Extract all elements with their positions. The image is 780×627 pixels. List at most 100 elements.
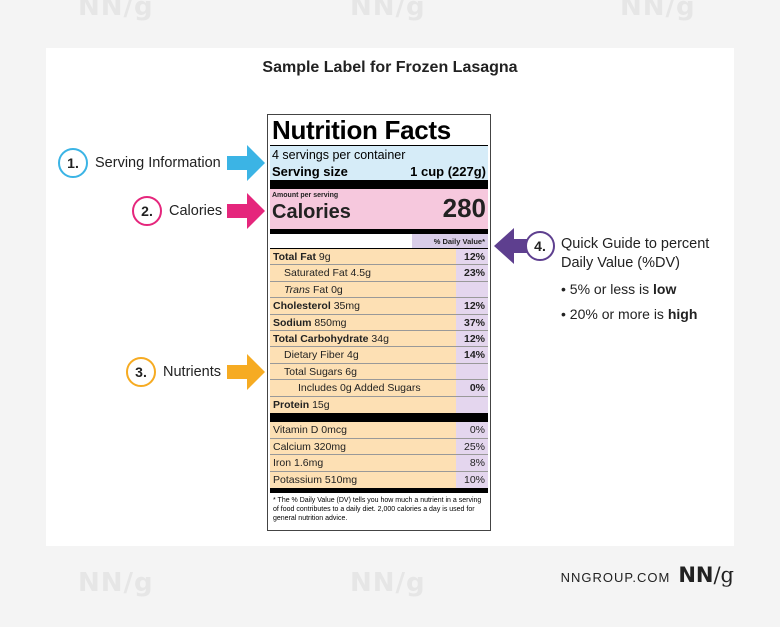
vitamin-row: Calcium 320mg 25% — [270, 438, 488, 456]
nutrient-name: Trans — [284, 283, 311, 296]
callout-calories: 2. Calories — [132, 196, 222, 226]
guide-bullet-bold: low — [653, 281, 677, 297]
nutrient-dv: 12% — [456, 298, 488, 314]
guide-bullet-text: • 20% or more is — [561, 306, 668, 322]
vitamin-name: Calcium 320mg — [273, 440, 346, 453]
vitamin-row: Vitamin D 0mcg 0% — [270, 421, 488, 439]
nngroup-logo: NN/g — [678, 563, 734, 587]
vitamin-name: Vitamin D 0mcg — [273, 423, 347, 436]
amount-per-serving: Amount per serving — [272, 192, 339, 199]
servings-per-container: 4 servings per container — [272, 148, 406, 162]
nutrient-row: Total Carbohydrate 34g 12% — [270, 330, 488, 348]
nutrient-dv: 14% — [456, 347, 488, 363]
nutrient-row: Cholesterol 35mg 12% — [270, 298, 488, 315]
nutrients-section: Total Fat 9g 12% Saturated Fat 4.5g 23% … — [270, 249, 488, 413]
nutrient-amount: 15g — [312, 398, 330, 411]
nutrient-name: Protein — [273, 398, 310, 411]
guide-bullet-text: • 5% or less is — [561, 281, 654, 297]
daily-value-header-row: % Daily Value* — [270, 234, 488, 249]
nutrient-name: Sodium — [273, 316, 312, 329]
callout-number: 1. — [58, 148, 88, 178]
nutrient-amount: 4g — [347, 349, 359, 362]
nutrient-name: Dietary Fiber — [284, 349, 345, 362]
nutrient-name: Total Sugars — [284, 365, 343, 378]
calories-section: Amount per serving Calories 280 — [270, 189, 488, 229]
page-title: Sample Label for Frozen Lasagna — [262, 59, 518, 76]
callout-number: 3. — [126, 357, 156, 387]
nutrient-dv: 0% — [456, 380, 488, 396]
nutrient-amount: 34g — [371, 332, 389, 345]
guide-bullet-bold: high — [667, 306, 698, 322]
nutrient-name: Cholesterol — [273, 300, 331, 313]
nutrient-row: Trans Fat 0g — [270, 281, 488, 299]
nutrient-dv: 12% — [456, 330, 488, 347]
nutrient-name: Total Carbohydrate — [273, 332, 369, 345]
vitamin-dv: 0% — [456, 421, 488, 438]
calories-value: 280 — [442, 193, 486, 223]
nutrient-dv: 23% — [456, 265, 488, 281]
divider-thick — [270, 180, 488, 189]
nutrient-amount: 35mg — [333, 300, 360, 313]
nutrient-name: Total Fat — [273, 251, 316, 263]
nutrient-row: Saturated Fat 4.5g 23% — [270, 265, 488, 282]
divider-medium — [270, 229, 488, 234]
vitamin-row: Iron 1.6mg 8% — [270, 455, 488, 472]
vitamin-dv: 25% — [456, 438, 488, 455]
callout-number: 2. — [132, 196, 162, 226]
nutrient-amount: 6g — [345, 365, 357, 378]
callout-serving-information: 1. Serving Information — [58, 148, 221, 178]
serving-section: 4 servings per container Serving size 1 … — [270, 145, 488, 180]
nutrient-row: Sodium 850mg 37% — [270, 314, 488, 331]
nutrient-amount: 4.5g — [350, 267, 371, 280]
logo-g: /g — [713, 563, 734, 587]
vitamin-dv: 8% — [456, 455, 488, 471]
daily-value-header: % Daily Value* — [412, 234, 488, 248]
serving-size-value: 1 cup (227g) — [410, 164, 486, 179]
callout-nutrients: 3. Nutrients — [126, 357, 221, 387]
vitamin-name: Potassium 510mg — [273, 473, 358, 486]
callout-text: Calories — [169, 203, 223, 219]
vitamin-row: Potassium 510mg 10% — [270, 471, 488, 489]
brand-url[interactable]: NNGROUP.COM — [560, 570, 671, 585]
nutrient-dv — [456, 396, 488, 413]
nutrient-dv: 12% — [456, 249, 488, 265]
watermark: NN/g — [78, 0, 154, 22]
watermark: NN/g — [78, 568, 154, 598]
nutrient-row: Includes 0g Added Sugars 0% — [270, 380, 488, 397]
nutrient-amount: 850mg — [314, 316, 347, 329]
nutrient-dv — [456, 363, 488, 380]
nutrient-amount: 9g — [318, 251, 331, 263]
nutrient-dv: 37% — [456, 314, 488, 330]
brand-footer: NNGROUP.COM NN/g — [561, 563, 734, 587]
arrow-right-icon — [227, 193, 265, 229]
vitamin-name: Iron 1.6mg — [273, 457, 324, 470]
nutrient-row: Dietary Fiber 4g 14% — [270, 347, 488, 364]
nutrient-name: Includes 0g Added Sugars — [298, 382, 421, 395]
nutrition-facts-label: Nutrition Facts 4 servings per container… — [267, 114, 491, 531]
label-footnote: * The % Daily Value (DV) tells you how m… — [273, 497, 482, 523]
callout-text: Nutrients — [163, 364, 222, 380]
guide-bullet-low: • 5% or less is low — [561, 281, 676, 297]
calories-label: Calories — [272, 201, 351, 223]
guide-bullet-high: • 20% or more is high — [561, 306, 697, 322]
nutrient-dv — [456, 281, 488, 298]
logo-nn: NN — [678, 563, 714, 587]
divider-medium — [270, 488, 488, 494]
nutrient-name: Saturated Fat — [284, 267, 348, 280]
serving-size-row: Serving size 1 cup (227g) — [272, 163, 486, 180]
vitamins-section: Vitamin D 0mcg 0% Calcium 320mg 25% Iron… — [270, 421, 488, 489]
callout-number: 4. — [525, 231, 555, 261]
callout-text: Quick Guide to percent Daily Value (%DV) — [561, 236, 710, 271]
nutrient-row: Total Fat 9g 12% — [270, 249, 488, 266]
arrow-right-icon — [227, 354, 265, 390]
watermark: NN/g — [350, 0, 426, 22]
callout-text: Serving Information — [95, 155, 221, 171]
nutrient-row: Total Sugars 6g — [270, 363, 488, 381]
nutrient-amount: Fat 0g — [312, 283, 343, 296]
nutrient-row: Protein 15g — [270, 396, 488, 413]
label-heading: Nutrition Facts — [272, 115, 451, 145]
arrow-left-icon — [494, 228, 536, 264]
serving-size-label: Serving size — [272, 164, 348, 179]
vitamin-dv: 10% — [456, 471, 488, 489]
divider-thick — [270, 412, 488, 422]
